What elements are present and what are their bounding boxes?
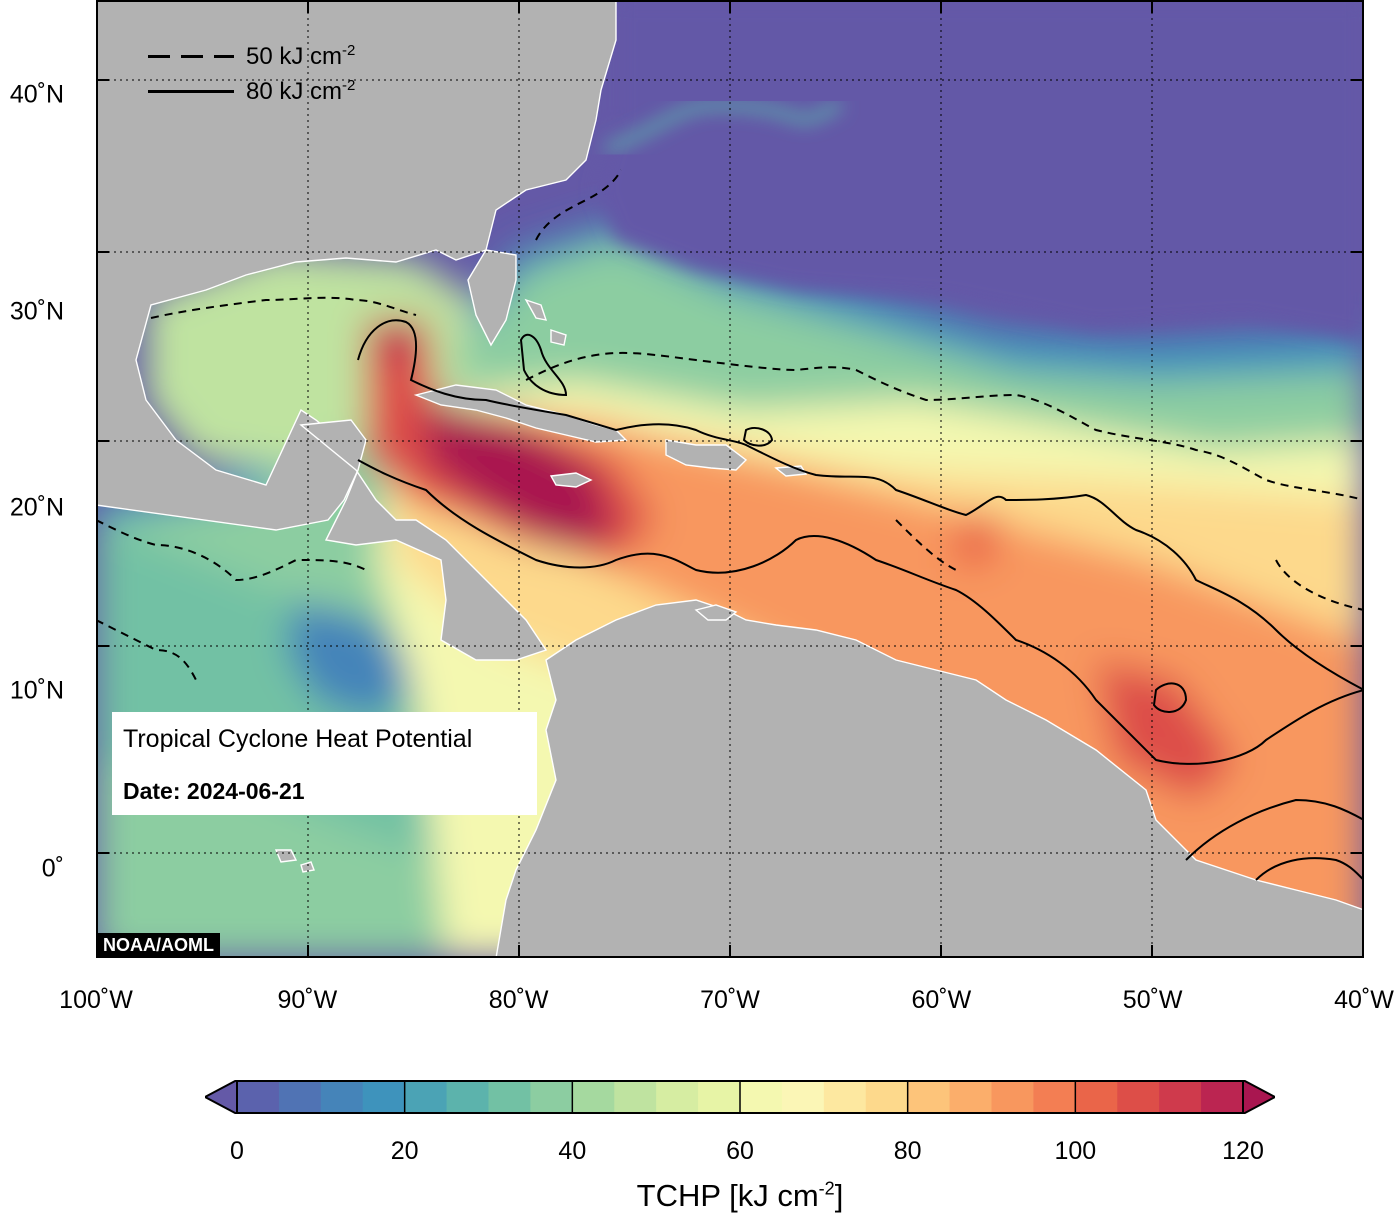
colorbar-segment: [446, 1080, 490, 1114]
longitude-label: 40˚W: [1334, 986, 1394, 1014]
colorbar-tick-label: 40: [558, 1137, 587, 1165]
legend-solid-row: 80 kJ cm-2: [148, 77, 355, 105]
legend-solid-label: 80 kJ cm-2: [246, 76, 356, 105]
colorbar-segment: [1117, 1080, 1160, 1114]
dashed-line-sample: [148, 54, 234, 58]
colorbar-segment: [907, 1080, 951, 1114]
colorbar-tick-label: 80: [893, 1137, 922, 1165]
contour-80-east: [742, 427, 774, 447]
latitude-label: 10˚N: [9, 676, 64, 705]
longitude-label: 70˚W: [700, 986, 760, 1014]
latitude-label: 30˚N: [9, 297, 64, 326]
axis-ticks: [96, 0, 1364, 958]
colorbar-segment: [823, 1080, 867, 1114]
colorbar-segment: [991, 1080, 1035, 1114]
colorbar-segment: [572, 1080, 615, 1114]
map-panel: [96, 0, 1364, 958]
contour-50: [96, 169, 1364, 681]
colorbar-segment: [1201, 1080, 1244, 1114]
legend-dashed-label: 50 kJ cm-2: [246, 41, 356, 70]
latitude-label: 40˚N: [9, 80, 64, 109]
colorbar-segment: [237, 1080, 280, 1114]
colorbar-segment: [1033, 1080, 1076, 1114]
colorbar-segment: [530, 1080, 573, 1114]
colorbar-segment: [362, 1080, 406, 1114]
colorbar-segment: [865, 1080, 909, 1114]
longitude-label: 60˚W: [911, 986, 972, 1014]
colorbar-segment: [698, 1080, 741, 1114]
colorbar-max-arrow: [1242, 1080, 1275, 1114]
colorbar-tick-label: 60: [726, 1137, 754, 1165]
contour-80-small: [1152, 682, 1188, 713]
colorbar-segment: [1159, 1080, 1202, 1114]
solid-line-sample: [148, 89, 234, 93]
longitude-label: 90˚W: [277, 986, 338, 1014]
contour-80-south: [1185, 798, 1364, 861]
contour-80-gulf: [519, 333, 568, 397]
colorbar-tick-label: 20: [390, 1137, 419, 1165]
contour-80: [357, 319, 1364, 765]
map-title: Tropical Cyclone Heat Potential: [123, 725, 473, 753]
credit-label: NOAA/AOML: [97, 933, 220, 958]
colorbar-min-arrow: [205, 1080, 238, 1114]
info-box: Tropical Cyclone Heat Potential Date: 20…: [112, 712, 537, 815]
gulf-stream: [604, 101, 842, 154]
map-date: Date: 2024-06-21: [123, 778, 305, 804]
latitude-label: 20˚N: [9, 493, 64, 522]
contour-80-south2: [1255, 857, 1364, 881]
colorbar-segment: [740, 1080, 783, 1114]
colorbar-tick-label: 120: [1222, 1137, 1264, 1165]
colorbar-segment: [278, 1080, 322, 1114]
colorbar-segment: [656, 1080, 699, 1114]
colorbar-segment: [1075, 1080, 1118, 1114]
colorbar-segment: [781, 1080, 825, 1114]
longitude-label: 80˚W: [488, 986, 549, 1014]
legend-dashed-row: 50 kJ cm-2: [148, 42, 355, 70]
colorbar-segment: [320, 1080, 364, 1114]
colorbar-segment: [949, 1080, 993, 1114]
colorbar: [205, 1080, 1275, 1114]
cold-water: [596, 0, 1364, 340]
colorbar-segment: [488, 1080, 532, 1114]
colorbar-tick-label: 0: [230, 1137, 244, 1165]
contours: [96, 169, 1364, 881]
colorbar-segment: [614, 1080, 657, 1114]
longitude-label: 100˚W: [59, 986, 133, 1014]
longitude-label: 50˚W: [1122, 986, 1183, 1014]
colorbar-tick-label: 100: [1054, 1137, 1097, 1165]
latitude-label: 0˚: [41, 854, 64, 883]
colorbar-segment: [404, 1080, 448, 1114]
colorbar-title: TCHP [kJ cm-2]: [636, 1178, 844, 1213]
